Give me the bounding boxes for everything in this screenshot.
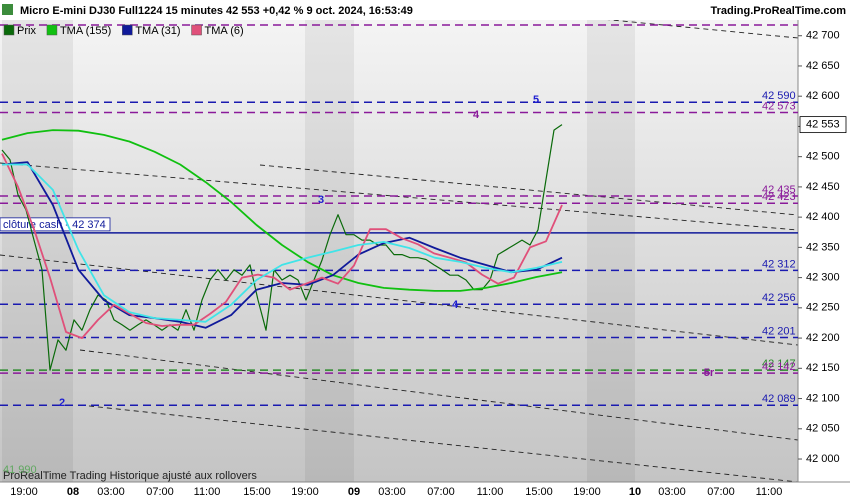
series-line — [1, 129, 563, 292]
level-label: 42 201 — [762, 325, 796, 337]
trendline — [79, 349, 799, 441]
plot-area — [0, 20, 798, 482]
x-tick-label: 11:00 — [477, 486, 504, 498]
trendline — [79, 404, 799, 483]
trendline — [259, 164, 799, 216]
legend-swatch — [46, 24, 58, 36]
legend-label: TMA (6) — [205, 25, 244, 37]
level-label: 42 573 — [762, 100, 796, 112]
series-line — [2, 163, 563, 323]
y-tick-label: 42 150 — [806, 362, 840, 374]
x-tick-label: 11:00 — [756, 486, 783, 498]
y-tick-label: 42 400 — [806, 211, 840, 223]
x-tick-label: 07:00 — [146, 486, 174, 498]
title-bar — [0, 0, 850, 20]
wave-label: 5 — [533, 94, 539, 106]
x-tick-label: 07:00 — [707, 486, 735, 498]
legend-label: TMA (31) — [135, 25, 180, 37]
legend-swatch — [191, 24, 202, 36]
last-price-label: 42 553 — [806, 119, 840, 131]
app-icon — [2, 4, 13, 15]
trendline — [0, 254, 799, 346]
level-label: 42 423 — [762, 191, 796, 203]
y-tick-label: 42 300 — [806, 272, 840, 284]
legend-label: TMA (155) — [60, 25, 111, 37]
y-tick-label: 42 600 — [806, 90, 840, 102]
y-tick-label: 42 250 — [806, 302, 840, 314]
y-tick-label: 42 450 — [806, 181, 840, 193]
legend-label: Prix — [17, 25, 36, 37]
close-cash-label: clôture cash - 42 374 — [3, 219, 106, 231]
x-tick-label: 19:00 — [291, 486, 319, 498]
level-label: 42 435 — [762, 184, 796, 196]
y-tick-label: 42 100 — [806, 392, 840, 404]
wave-label: 4 — [452, 299, 459, 311]
x-tick-label: 07:00 — [427, 486, 455, 498]
x-tick-label: 10 — [629, 486, 641, 498]
y-tick-label: 42 650 — [806, 60, 840, 72]
footer: ProRealTime Trading Historique ajusté au… — [3, 470, 257, 482]
wave-label: 2 — [59, 397, 65, 409]
source: Trading.ProRealTime.com — [710, 5, 846, 17]
x-tick-label: 03:00 — [658, 486, 686, 498]
x-tick-label: 03:00 — [97, 486, 125, 498]
x-tick-label: 19:00 — [573, 486, 601, 498]
wave-label: 4 — [473, 109, 480, 121]
y-tick-label: 42 350 — [806, 241, 840, 253]
x-tick-label: 19:00 — [10, 486, 38, 498]
y-tick-label: 42 050 — [806, 423, 840, 435]
level-label: 42 256 — [762, 292, 796, 304]
wave-label: 3 — [318, 194, 324, 206]
last-price-box — [799, 116, 847, 134]
level-label: 42 089 — [762, 393, 796, 405]
y-tick-label: 42 200 — [806, 332, 840, 344]
series-line — [1, 124, 563, 371]
session-band — [305, 20, 354, 482]
session-band — [587, 20, 635, 482]
level-label: 42 147 — [762, 358, 796, 370]
legend-swatch — [122, 24, 133, 36]
level-label: 42 142 — [762, 361, 796, 373]
close-cash-box — [0, 217, 111, 232]
x-tick-label: 11:00 — [194, 486, 221, 498]
x-tick-label: 15:00 — [525, 486, 553, 498]
level-label: 42 312 — [762, 258, 796, 270]
trendline — [0, 162, 799, 231]
level-label: 42 590 — [762, 90, 796, 102]
x-tick-label: 15:00 — [243, 486, 271, 498]
y-tick-label: 42 700 — [806, 30, 840, 42]
y-tick-label: 42 000 — [806, 453, 840, 465]
legend-swatch — [3, 24, 15, 36]
x-tick-label: 03:00 — [378, 486, 406, 498]
x-tick-label: 08 — [67, 486, 79, 498]
x-tick-label: 09 — [348, 486, 360, 498]
corner-value: 41 990 — [3, 464, 37, 476]
y-tick-label: 42 500 — [806, 151, 840, 163]
wave-label: 5r — [704, 367, 715, 379]
chart-title: Micro E-mini DJ30 Full1224 15 minutes 42… — [20, 5, 413, 17]
